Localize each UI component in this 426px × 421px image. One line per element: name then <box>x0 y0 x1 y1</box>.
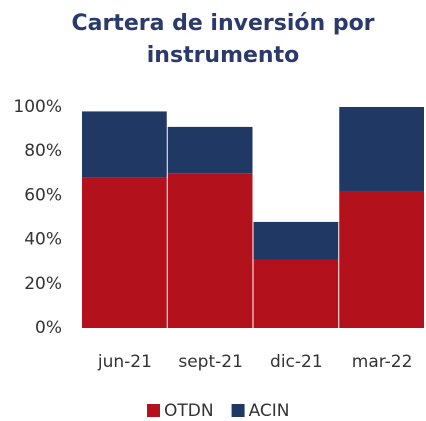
legend-label: ACIN <box>249 401 290 421</box>
y-tick-label: 20% <box>24 274 62 294</box>
bar-segment <box>253 221 339 260</box>
y-tick-label: 40% <box>24 230 62 250</box>
y-tick-label: 100% <box>13 97 62 117</box>
x-tick-label: sept-21 <box>178 352 243 372</box>
chart-title: Cartera de inversión por instrumento <box>71 11 375 68</box>
bar-segment <box>167 126 253 174</box>
y-tick-label: 80% <box>24 141 62 161</box>
legend-label: OTDN <box>164 401 214 421</box>
bar-segment <box>339 190 424 328</box>
legend-swatch <box>231 404 245 417</box>
y-tick-label: 60% <box>24 185 62 205</box>
legend-swatch <box>147 404 160 417</box>
bar-segment <box>82 177 167 328</box>
bar-segment <box>339 107 424 191</box>
bar-segment <box>82 111 167 178</box>
x-tick-label: jun-21 <box>97 352 152 372</box>
y-tick-label: 0% <box>35 318 62 338</box>
bar-segment <box>253 259 339 328</box>
x-tick-label: mar-22 <box>352 352 413 372</box>
bar-segment <box>167 173 253 328</box>
x-tick-label: dic-21 <box>270 352 323 372</box>
